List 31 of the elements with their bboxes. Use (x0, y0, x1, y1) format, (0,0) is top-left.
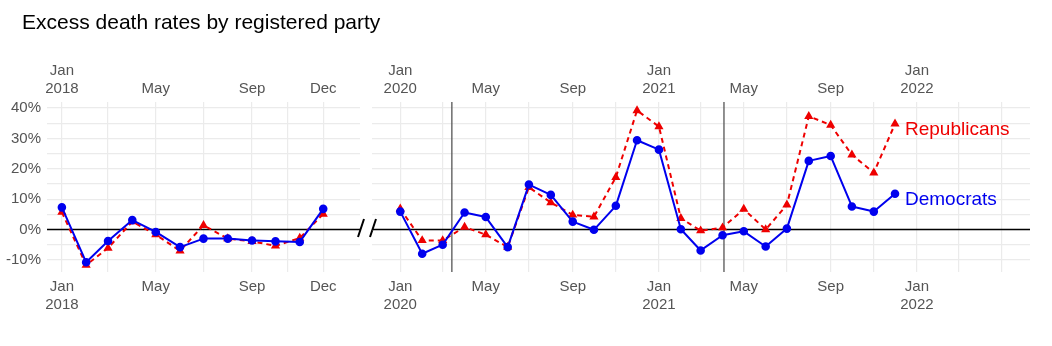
x2-tick-label: Jan 2020 (383, 61, 417, 97)
series-label: Democrats (905, 187, 997, 209)
x-tick-label: May (729, 277, 759, 295)
x-tick-label: May (141, 277, 171, 295)
x2-tick-label: May (729, 79, 759, 97)
x-tick-label: Jan 2022 (900, 277, 934, 313)
y-tick-label: 0% (19, 219, 42, 237)
chart-title: Excess death rates by registered party (22, 10, 381, 34)
y-tick-label: 20% (10, 158, 42, 176)
y-tick-label: -10% (5, 250, 42, 267)
x2-tick-label: Sep (817, 79, 845, 97)
x2-tick-label: Sep (559, 79, 587, 97)
x2-tick-label: Sep (238, 79, 266, 97)
x2-tick-label: May (141, 79, 171, 97)
x2-tick-label: May (471, 79, 501, 97)
x-tick-label: Jan 2021 (642, 277, 676, 313)
x2-tick-label: Jan 2022 (900, 61, 934, 97)
x2-tick-label: Jan 2018 (45, 61, 79, 97)
x-tick-label: Sep (238, 277, 266, 295)
x-tick-label: May (471, 277, 501, 295)
x-tick-label: Jan 2018 (45, 277, 79, 313)
x2-tick-label: Jan 2021 (642, 61, 676, 97)
y-tick-label: 30% (10, 128, 42, 146)
x2-tick-label: Dec (309, 79, 338, 97)
x-tick-label: Dec (309, 277, 338, 295)
series-label: Republicans (905, 118, 1010, 140)
x-tick-label: Jan 2020 (383, 277, 417, 313)
y-tick-label: 10% (10, 189, 42, 207)
x-tick-label: Sep (817, 277, 845, 295)
x-tick-label: Sep (559, 277, 587, 295)
y-tick-label: 40% (10, 98, 42, 116)
